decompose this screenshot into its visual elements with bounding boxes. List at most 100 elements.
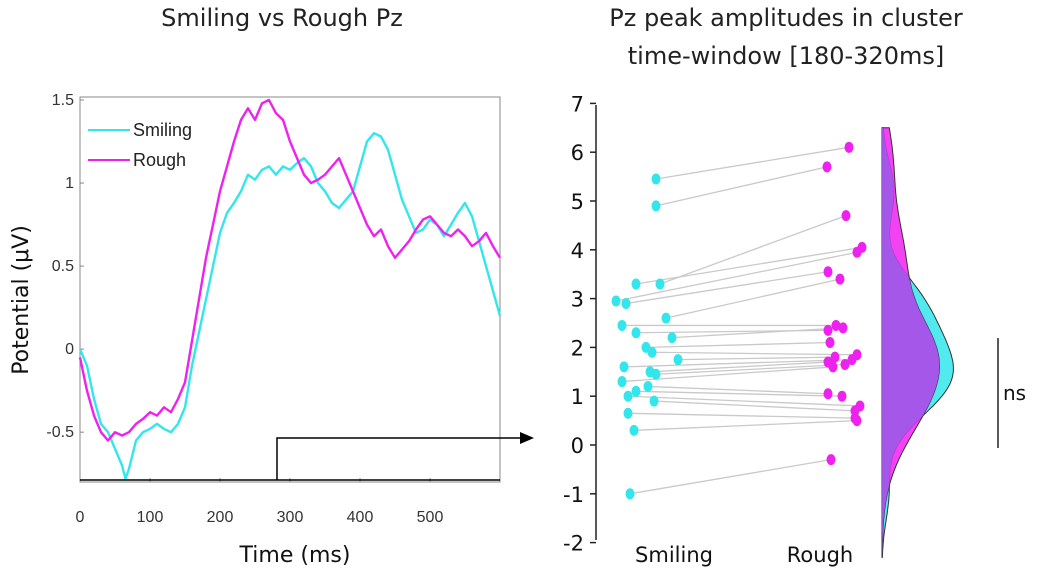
right-y-tick-label: -2 xyxy=(563,532,584,556)
left-y-label: Potential (μV) xyxy=(9,225,34,375)
left-x-tick-label: 200 xyxy=(207,509,234,526)
point-rough xyxy=(852,415,862,427)
left-y-ticks: 1.5 1 0.5 0 -0.5 xyxy=(46,92,84,441)
left-x-ticks: 0 100 200 300 400 500 xyxy=(76,478,444,526)
point-rough xyxy=(852,246,862,258)
point-rough xyxy=(835,273,845,285)
arrow-head xyxy=(520,432,534,444)
legend-label-smiling: Smiling xyxy=(133,120,192,140)
point-rough xyxy=(826,454,836,466)
density-overlap xyxy=(882,127,940,558)
point-rough xyxy=(823,324,833,336)
legend: Smiling Rough xyxy=(88,120,192,170)
point-smiling xyxy=(661,312,671,324)
pair-line xyxy=(635,390,843,397)
point-smiling xyxy=(643,380,653,392)
erp-line-smiling xyxy=(78,131,502,480)
pair-line xyxy=(615,251,858,302)
left-y-tick-label: 1 xyxy=(65,175,74,192)
right-y-ticks: 7 6 5 4 3 2 1 0 -1 -2 xyxy=(563,92,596,556)
right-y-tick-label: 3 xyxy=(571,288,584,312)
point-smiling xyxy=(629,424,639,436)
left-x-tick-label: 400 xyxy=(347,509,374,526)
pair-line xyxy=(623,358,853,368)
point-smiling xyxy=(625,488,635,500)
point-smiling xyxy=(631,327,641,339)
pair-line xyxy=(625,271,829,305)
point-smiling xyxy=(651,173,661,185)
point-rough xyxy=(844,141,854,153)
arrow xyxy=(500,432,534,444)
pair-line xyxy=(655,363,846,375)
pair-line xyxy=(629,458,832,495)
pair-line xyxy=(633,419,858,432)
point-rough xyxy=(840,358,850,370)
pair-line xyxy=(671,327,844,339)
legend-label-rough: Rough xyxy=(133,150,186,170)
left-x-label: Time (ms) xyxy=(239,543,351,568)
point-smiling xyxy=(649,395,659,407)
point-rough xyxy=(822,161,832,173)
point-rough xyxy=(837,390,847,402)
right-y-tick-label: 5 xyxy=(571,190,584,214)
point-rough xyxy=(847,354,857,366)
left-y-tick-label: 1.5 xyxy=(52,92,74,109)
point-smiling xyxy=(617,319,627,331)
point-smiling xyxy=(631,278,641,290)
category-label-rough: Rough xyxy=(787,543,853,567)
pair-line xyxy=(651,351,858,356)
pair-line xyxy=(635,246,863,285)
point-smiling xyxy=(651,200,661,212)
point-rough xyxy=(841,210,851,222)
point-smiling xyxy=(655,278,665,290)
pair-line xyxy=(627,395,861,407)
point-smiling xyxy=(647,346,657,358)
pair-line xyxy=(677,356,836,361)
point-smiling xyxy=(673,354,683,366)
point-rough xyxy=(825,337,835,349)
pair-line xyxy=(645,341,831,349)
left-x-tick-label: 500 xyxy=(417,509,444,526)
point-rough xyxy=(831,319,841,331)
pair-line xyxy=(647,385,829,395)
pair-line xyxy=(659,215,847,285)
cluster-window-bracket xyxy=(276,437,500,480)
pair-line xyxy=(653,400,856,412)
right-y-tick-label: -1 xyxy=(563,483,584,507)
left-x-tick-label: 100 xyxy=(137,509,164,526)
point-smiling xyxy=(621,297,631,309)
pair-line xyxy=(665,278,841,319)
point-rough xyxy=(823,388,833,400)
point-smiling xyxy=(619,361,629,373)
point-rough xyxy=(823,266,833,278)
pair-line xyxy=(655,166,828,207)
erp-line-rough xyxy=(78,98,502,442)
point-smiling xyxy=(667,332,677,344)
point-smiling xyxy=(611,295,621,307)
category-label-smiling: Smiling xyxy=(635,543,713,567)
density-distributions xyxy=(881,127,954,558)
point-smiling xyxy=(623,390,633,402)
point-rough xyxy=(838,322,848,334)
point-smiling xyxy=(651,368,661,380)
erp-plot: 1.5 1 0.5 0 -0.5 0 100 200 300 400 500 Smiling Ro… xyxy=(46,92,502,526)
paired-points-plot: 7 6 5 4 3 2 1 0 -1 -2 ns Smiling Rough xyxy=(563,92,1026,567)
point-smiling xyxy=(631,385,641,397)
right-y-tick-label: 6 xyxy=(571,141,584,165)
right-title-line-2: time-window [180-320ms] xyxy=(628,42,944,70)
right-y-tick-label: 7 xyxy=(571,92,584,116)
left-x-tick-label: 300 xyxy=(277,509,304,526)
pair-line xyxy=(655,146,850,180)
right-y-tick-label: 0 xyxy=(571,434,584,458)
significance-label: ns xyxy=(1003,381,1026,405)
point-rough xyxy=(830,351,840,363)
point-smiling xyxy=(623,407,633,419)
left-title: Smiling vs Rough Pz xyxy=(161,4,403,32)
right-y-tick-label: 1 xyxy=(571,385,584,409)
right-y-tick-label: 2 xyxy=(571,336,584,360)
left-y-tick-label: 0.5 xyxy=(52,258,74,275)
pair-line xyxy=(649,361,829,373)
erp-series xyxy=(78,98,502,480)
right-y-tick-label: 4 xyxy=(571,239,584,263)
